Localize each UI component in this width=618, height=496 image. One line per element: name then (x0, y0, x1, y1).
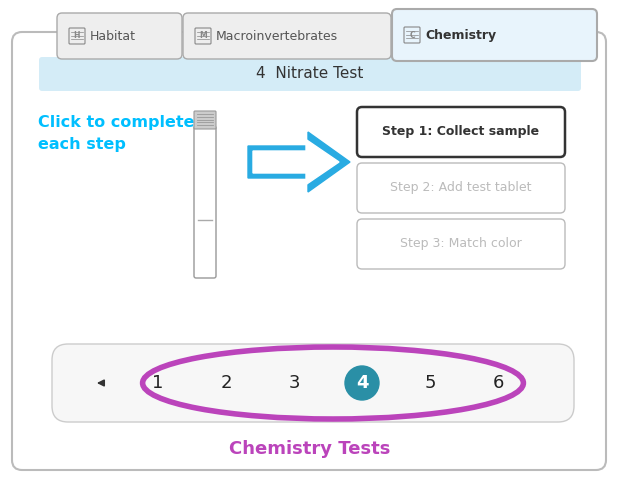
FancyBboxPatch shape (194, 126, 216, 278)
FancyBboxPatch shape (357, 107, 565, 157)
FancyBboxPatch shape (392, 9, 597, 61)
Text: Chemistry: Chemistry (425, 28, 496, 42)
Text: each step: each step (38, 137, 126, 152)
FancyBboxPatch shape (357, 163, 565, 213)
Text: Macroinvertebrates: Macroinvertebrates (216, 29, 338, 43)
FancyBboxPatch shape (57, 13, 182, 59)
Text: 4: 4 (356, 374, 368, 392)
Text: 3: 3 (288, 374, 300, 392)
FancyBboxPatch shape (39, 57, 581, 91)
Text: 6: 6 (493, 374, 504, 392)
Text: Click to complete: Click to complete (38, 115, 195, 130)
Circle shape (345, 366, 379, 400)
Text: 2: 2 (220, 374, 232, 392)
FancyBboxPatch shape (52, 344, 574, 422)
Polygon shape (253, 139, 339, 185)
Text: M: M (199, 32, 207, 41)
FancyBboxPatch shape (183, 13, 391, 59)
Text: 5: 5 (424, 374, 436, 392)
Text: Step 3: Match color: Step 3: Match color (400, 238, 522, 250)
FancyBboxPatch shape (194, 111, 216, 129)
FancyBboxPatch shape (357, 219, 565, 269)
FancyBboxPatch shape (12, 32, 606, 470)
Text: 1: 1 (152, 374, 164, 392)
Text: C: C (409, 30, 415, 40)
Text: Step 1: Collect sample: Step 1: Collect sample (383, 125, 540, 138)
Polygon shape (248, 132, 350, 192)
Text: 4  Nitrate Test: 4 Nitrate Test (256, 66, 363, 81)
Text: Step 2: Add test tablet: Step 2: Add test tablet (390, 182, 531, 194)
Text: H: H (74, 32, 80, 41)
Text: Chemistry Tests: Chemistry Tests (229, 440, 391, 458)
Text: Habitat: Habitat (90, 29, 136, 43)
